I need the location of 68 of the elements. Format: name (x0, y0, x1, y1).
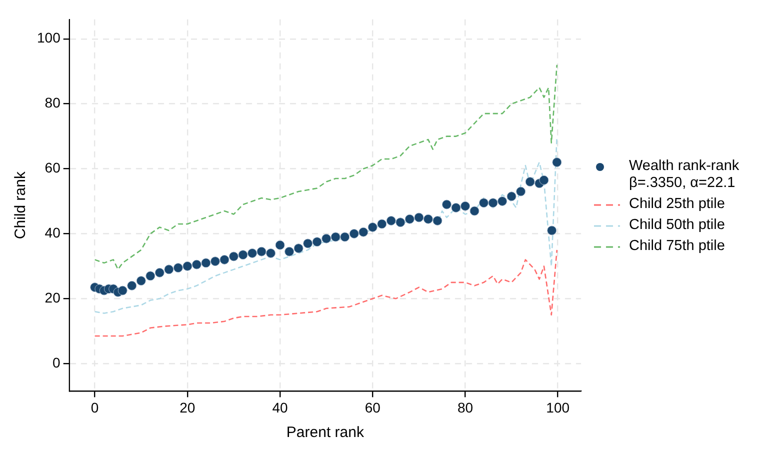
point (284, 246, 294, 256)
line-series (94, 64, 558, 270)
point (136, 276, 146, 286)
point (498, 196, 508, 206)
point (547, 226, 557, 236)
point (516, 186, 526, 196)
point (539, 175, 549, 185)
point (460, 201, 470, 211)
point (127, 280, 137, 290)
point (220, 254, 230, 264)
x-tick-label: 100 (546, 399, 570, 416)
point (451, 202, 461, 212)
y-tick-label: 20 (44, 290, 61, 306)
point (340, 232, 350, 242)
point (552, 158, 562, 168)
point (330, 232, 340, 242)
x-tick-label: 40 (272, 399, 288, 416)
point (303, 238, 313, 248)
point (146, 271, 156, 281)
point (470, 206, 480, 216)
y-tick-label: 100 (37, 30, 61, 46)
x-tick-label: 20 (180, 399, 196, 416)
point (228, 252, 238, 262)
legend-label: Child 50th ptile (629, 217, 725, 234)
point (432, 216, 442, 226)
y-tick-label: 60 (44, 160, 61, 176)
point (238, 250, 248, 260)
x-tick-label: 60 (364, 399, 381, 416)
y-axis-title: Child rank (12, 171, 30, 240)
point (118, 286, 128, 296)
point (377, 219, 387, 229)
y-tick-label: 40 (44, 224, 61, 241)
x-tick-label: 80 (457, 399, 474, 416)
point (396, 218, 406, 228)
point (201, 258, 211, 268)
legend-label: Child 75th ptile (629, 238, 725, 255)
point (210, 256, 220, 266)
legend-label: Child 25th ptile (629, 196, 725, 213)
point (368, 222, 378, 232)
point (358, 227, 368, 237)
y-tick-label: 80 (44, 94, 61, 111)
point (248, 248, 258, 258)
point (386, 216, 396, 226)
point (192, 260, 202, 270)
line-series (94, 249, 558, 337)
point (414, 212, 424, 222)
point (423, 214, 433, 224)
point (173, 263, 183, 273)
x-axis-title: Parent rank (286, 424, 364, 442)
point (479, 198, 489, 208)
point (256, 246, 266, 256)
point (488, 198, 498, 208)
point (349, 228, 359, 238)
point (275, 240, 285, 250)
legend-label: Wealth rank-rank β=.3350, α=22.1 (629, 158, 740, 192)
point (266, 248, 276, 258)
point (525, 177, 535, 187)
point (506, 192, 516, 202)
point (322, 234, 332, 244)
point (294, 244, 304, 254)
point (442, 200, 452, 210)
point (154, 268, 164, 278)
point (312, 237, 322, 247)
point (404, 214, 414, 224)
point (164, 264, 174, 274)
y-tick-label: 0 (52, 354, 61, 370)
point (182, 261, 192, 271)
x-tick-label: 0 (90, 399, 99, 416)
